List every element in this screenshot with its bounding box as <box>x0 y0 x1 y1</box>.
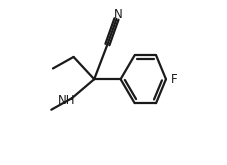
Text: F: F <box>170 73 176 86</box>
Text: N: N <box>114 8 122 20</box>
Text: NH: NH <box>57 94 75 107</box>
